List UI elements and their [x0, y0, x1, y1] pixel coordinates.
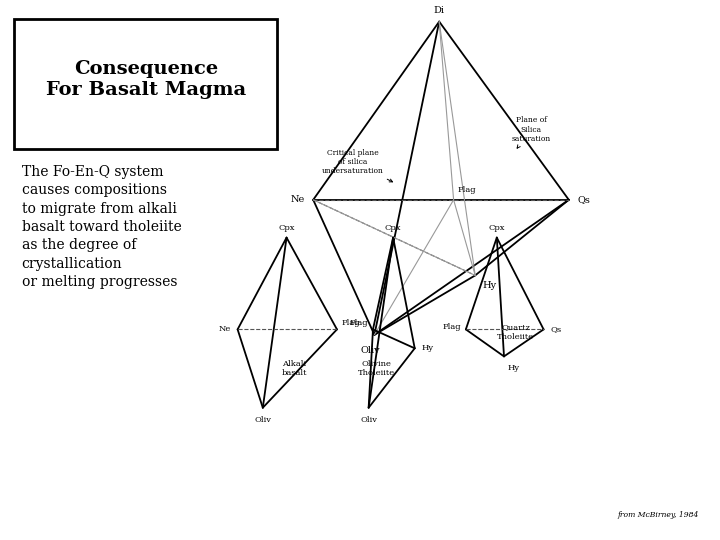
Text: Olivine
Tholeiite: Olivine Tholeiite — [358, 360, 395, 377]
Text: Cpx: Cpx — [385, 224, 401, 232]
Text: Qs: Qs — [577, 195, 590, 204]
Text: Plag: Plag — [457, 186, 476, 194]
Text: Cpx: Cpx — [279, 224, 294, 232]
Text: Hy: Hy — [482, 281, 497, 290]
Text: from McBirney, 1984: from McBirney, 1984 — [617, 511, 698, 519]
Text: Hy: Hy — [422, 345, 434, 352]
Text: Ne: Ne — [218, 326, 230, 333]
Text: Consequence
For Basalt Magma: Consequence For Basalt Magma — [45, 60, 246, 99]
Text: The Fo-En-Q system
causes compositions
to migrate from alkali
basalt toward thol: The Fo-En-Q system causes compositions t… — [22, 165, 181, 289]
Text: Critical plane
of silica
undersaturation: Critical plane of silica undersaturation — [322, 149, 392, 182]
Text: Plane of
Silica
saturation: Plane of Silica saturation — [512, 117, 551, 148]
Text: Alkali
basalt: Alkali basalt — [282, 360, 307, 377]
Text: Plag: Plag — [442, 323, 461, 330]
Text: Oliv: Oliv — [360, 416, 377, 424]
Text: Oliv: Oliv — [254, 416, 271, 424]
Text: Di: Di — [433, 5, 445, 15]
FancyBboxPatch shape — [14, 19, 277, 149]
Text: Qs: Qs — [551, 326, 562, 333]
Text: Oliv: Oliv — [361, 346, 381, 355]
Text: Plag: Plag — [342, 319, 361, 327]
Text: Ne: Ne — [290, 195, 305, 204]
Text: Plag: Plag — [350, 319, 369, 327]
Text: Quartz
Tholeiite: Quartz Tholeiite — [497, 323, 534, 341]
Text: Hy: Hy — [508, 364, 520, 373]
Text: Cpx: Cpx — [489, 224, 505, 232]
